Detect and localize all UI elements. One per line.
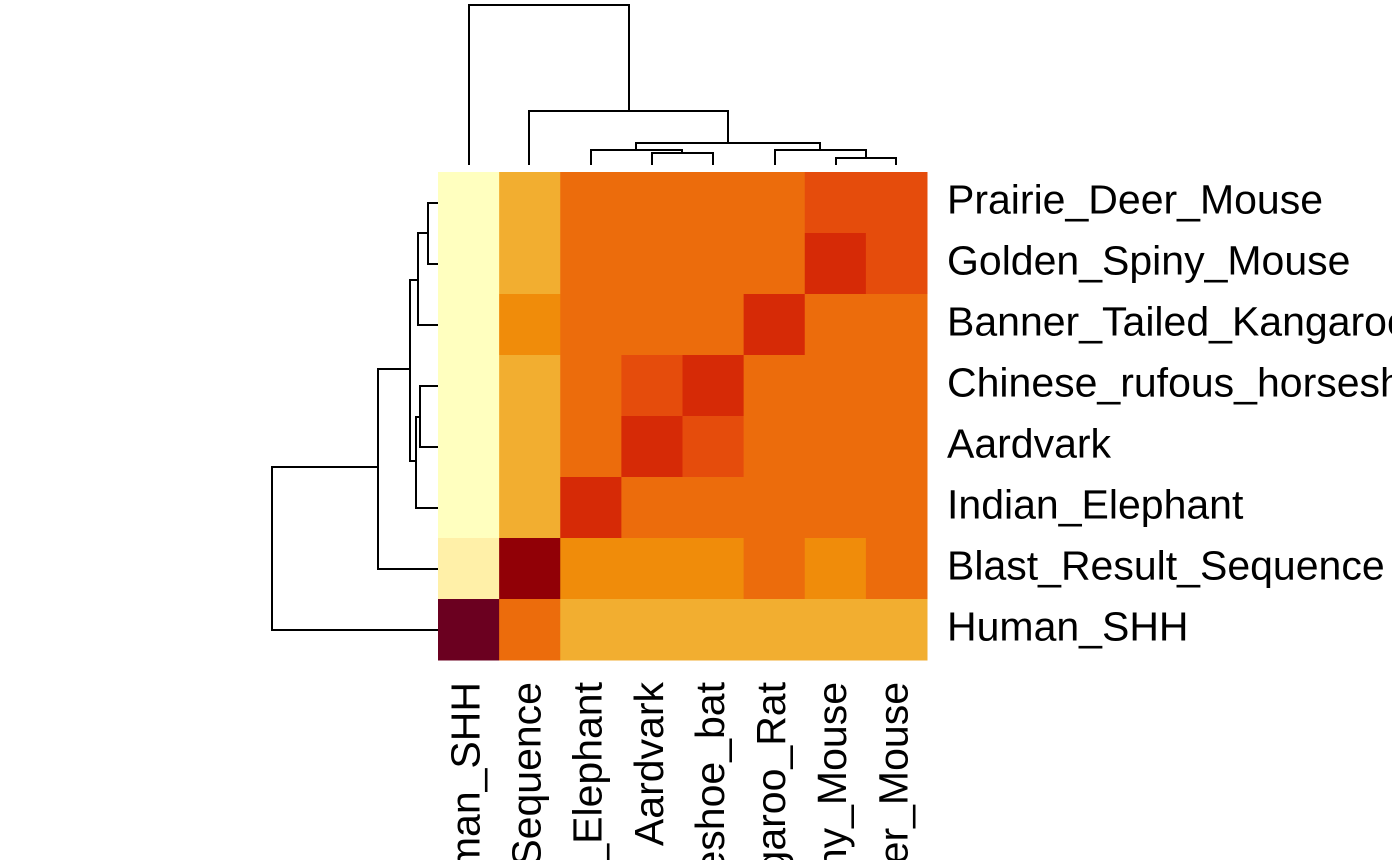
heatmap-cell [560,233,622,295]
heatmap-cell [743,416,806,478]
row-label: Blast_Result_Sequence [947,542,1385,588]
heatmap-cell [438,599,500,661]
heatmap-cell [621,355,683,417]
column-label: Chinese_rufous_horseshoe_bat [687,681,733,860]
heatmap-cell [682,233,745,295]
heatmap-cell [682,355,745,417]
heatmap-cell [438,355,500,417]
heatmap-cell [499,294,561,356]
heatmap-cell [560,294,622,356]
heatmap-cell [804,355,867,417]
heatmap-cell [560,172,622,234]
heatmap-cell [438,416,500,478]
heatmap-cell [743,233,806,295]
heatmap-cell [804,233,867,295]
row-label: Aardvark [947,420,1112,466]
heatmap-cell [438,294,500,356]
heatmap-cell [804,172,867,234]
heatmap-cell [865,538,928,600]
heatmap-cell [682,599,745,661]
heatmap-cell [682,477,745,539]
heatmap-cell [621,294,683,356]
heatmap-cell [621,599,683,661]
heatmap-cell [621,477,683,539]
heatmap-cell [682,416,745,478]
heatmap-cell [865,355,928,417]
heatmap-cell [560,416,622,478]
heatmap-cell [499,538,561,600]
heatmap-cell [865,172,928,234]
column-label: Indian_Elephant [565,681,611,860]
row-dendrogram [271,202,438,631]
row-label: Chinese_rufous_horseshoe_bat [947,359,1392,405]
heatmap-cell [865,294,928,356]
heatmap-cell [743,355,806,417]
heatmap-cell [804,416,867,478]
row-label: Human_SHH [947,603,1189,649]
row-label: Banner_Tailed_Kangaroo_Rat [947,298,1392,344]
column-label: Prairie_Deer_Mouse [870,682,916,860]
heatmap-cell [499,599,561,661]
heatmap-cell [865,233,928,295]
heatmap-cell [804,477,867,539]
heatmap-cell [682,172,745,234]
column-label: Blast_Result_Sequence [504,682,550,860]
heatmap-cell [804,294,867,356]
heatmap-cell [438,477,500,539]
heatmap-cell [743,294,806,356]
heatmap-cell [560,599,622,661]
column-dendrogram [468,4,897,165]
column-label: Golden_Spiny_Mouse [809,682,855,860]
heatmap-cell [499,355,561,417]
heatmap-cell [621,416,683,478]
heatmap-cell [743,599,806,661]
heatmap-cell [499,172,561,234]
heatmap-cell [682,294,745,356]
heatmap-cell [682,538,745,600]
column-label: Human_SHH [442,682,488,860]
column-label: Aardvark [626,682,672,847]
heatmap-cell [560,355,622,417]
row-label: Indian_Elephant [947,481,1244,527]
row-label: Prairie_Deer_Mouse [947,176,1323,222]
heatmap-cell [499,233,561,295]
heatmap-cell [865,477,928,539]
row-label: Golden_Spiny_Mouse [947,237,1350,283]
heatmap-cell [621,172,683,234]
heatmap-cell [499,477,561,539]
column-label: Banner_Tailed_Kangaroo_Rat [748,681,794,860]
heatmap-cell [560,538,622,600]
heatmap-cell [865,416,928,478]
heatmap-cell [743,477,806,539]
heatmap-cell [438,538,500,600]
heatmap-cell [621,538,683,600]
heatmap-cell [804,538,867,600]
heatmap-cell [438,233,500,295]
heatmap-cell [743,172,806,234]
heatmap-cell [621,233,683,295]
heatmap-cell [804,599,867,661]
heatmap-cell [438,172,500,234]
heatmap-cell [499,416,561,478]
heatmap-cell [865,599,928,661]
heatmap-cell [560,477,622,539]
heatmap-cell [743,538,806,600]
